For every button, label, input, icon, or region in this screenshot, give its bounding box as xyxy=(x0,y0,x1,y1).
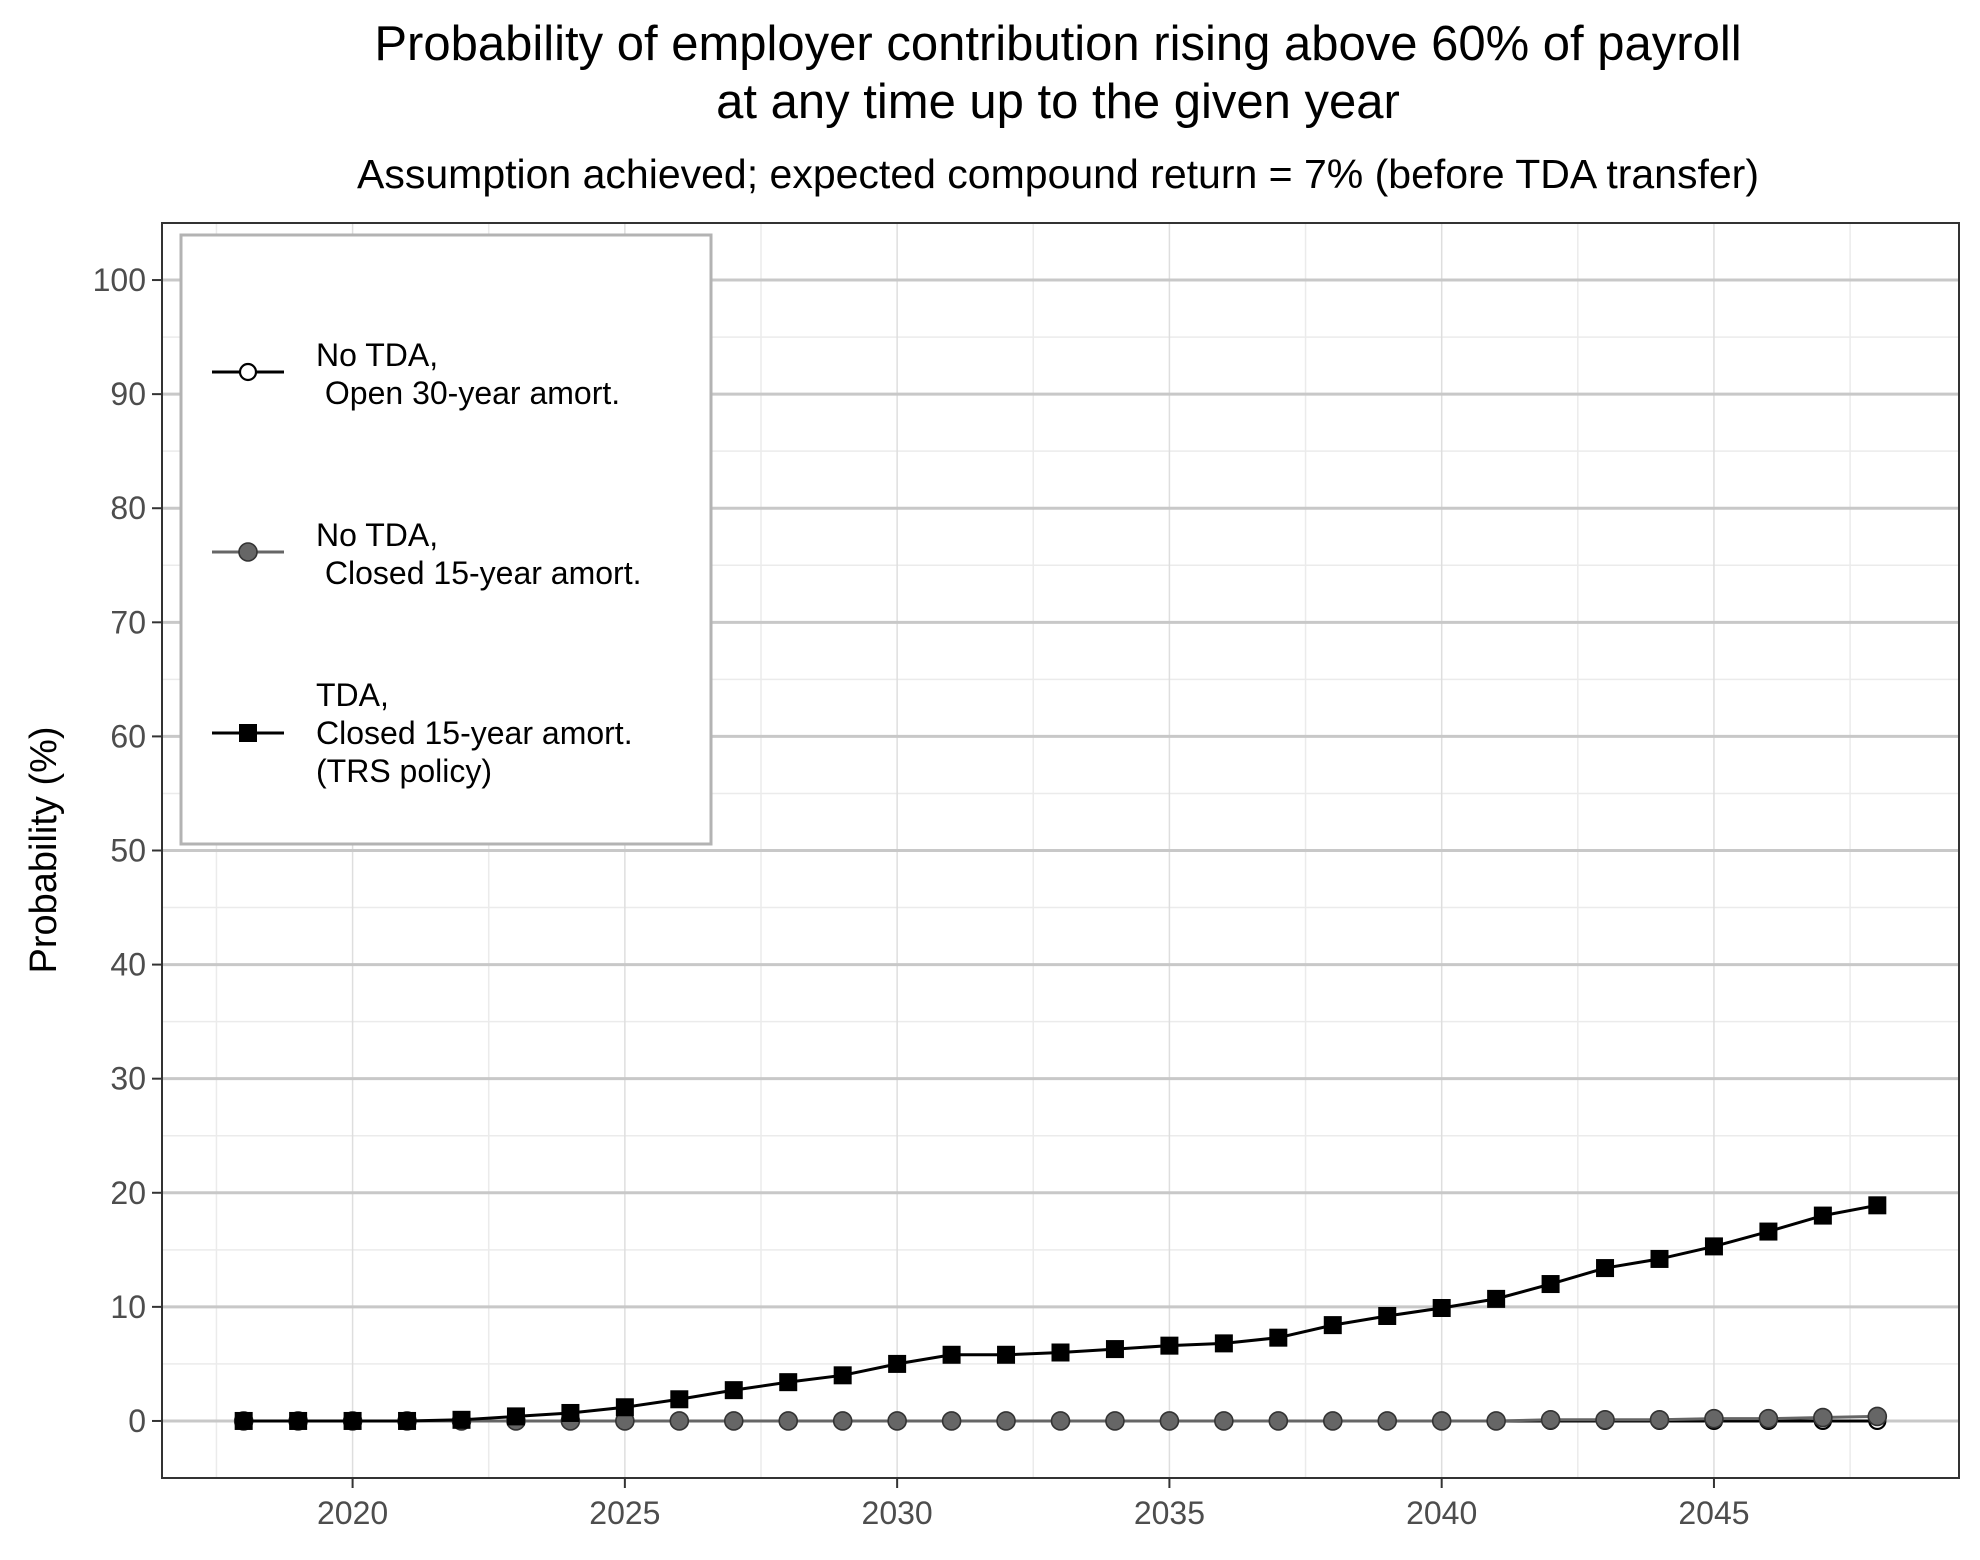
series-2-point xyxy=(997,1345,1016,1364)
series-2-point xyxy=(1432,1299,1451,1318)
y-tick-label: 30 xyxy=(110,1061,146,1097)
chart-subtitle: Assumption achieved; expected compound r… xyxy=(357,151,1759,197)
series-2-point xyxy=(1813,1206,1832,1225)
series-2-point xyxy=(1650,1249,1669,1268)
series-2-point xyxy=(506,1407,525,1426)
series-1-point xyxy=(669,1411,690,1431)
series-2-point xyxy=(1704,1237,1723,1256)
series-2-point xyxy=(234,1411,253,1430)
series-1-point xyxy=(1540,1410,1561,1430)
x-tick-label: 2030 xyxy=(862,1495,933,1531)
series-2-point xyxy=(1214,1334,1233,1353)
legend-label-no-tda-closed-15-line-2: Closed 15-year amort. xyxy=(316,555,641,591)
y-axis-label: Probability (%) xyxy=(23,726,65,973)
series-2-point xyxy=(833,1366,852,1385)
series-1-point xyxy=(1050,1411,1071,1431)
legend-key-marker-2 xyxy=(239,724,257,742)
series-2-point xyxy=(452,1410,471,1429)
chart-title-line-1: Probability of employer contribution ris… xyxy=(374,17,1741,71)
series-2-point xyxy=(888,1354,907,1373)
series-1-point xyxy=(1159,1411,1180,1431)
series-2-point xyxy=(1759,1222,1778,1241)
series-layer xyxy=(233,1196,1888,1431)
legend-key-marker-1 xyxy=(238,542,258,562)
series-2-point xyxy=(1105,1340,1124,1359)
x-tick-label: 2020 xyxy=(317,1495,388,1531)
series-1-point xyxy=(1595,1410,1615,1430)
series-2-point xyxy=(561,1403,580,1422)
series-1-point xyxy=(1377,1411,1398,1431)
series-1-point xyxy=(941,1411,962,1431)
y-tick-label: 70 xyxy=(110,604,146,640)
y-tick-label: 0 xyxy=(128,1403,146,1439)
series-1-point xyxy=(1105,1411,1125,1431)
series-1-point xyxy=(1758,1408,1779,1429)
series-2-point xyxy=(1378,1306,1397,1325)
series-1-point xyxy=(1268,1411,1289,1431)
series-2-point xyxy=(1487,1289,1506,1308)
y-tick-label: 50 xyxy=(110,833,146,869)
series-1-point xyxy=(832,1411,853,1431)
x-tick-label: 2025 xyxy=(589,1495,660,1531)
series-2-point xyxy=(1596,1259,1615,1278)
series-2-point xyxy=(343,1411,362,1430)
series-1-point xyxy=(1214,1411,1234,1431)
legend-label-tda-line-2: Closed 15-year amort. xyxy=(316,715,633,751)
x-tick-label: 2045 xyxy=(1678,1495,1749,1531)
series-2-point xyxy=(724,1381,743,1400)
series-1-point xyxy=(1867,1406,1888,1427)
series-1-point xyxy=(1649,1410,1670,1430)
y-tick-label: 10 xyxy=(110,1289,146,1325)
series-2-point xyxy=(289,1411,308,1430)
series-1-point xyxy=(1813,1407,1833,1428)
y-tick-label: 20 xyxy=(110,1175,146,1211)
series-2-point xyxy=(1160,1336,1179,1355)
series-1-point xyxy=(1486,1411,1506,1431)
y-tick-label: 40 xyxy=(110,947,146,983)
y-tick-label: 90 xyxy=(110,376,146,412)
series-2-point xyxy=(1868,1196,1887,1215)
y-tick-label: 80 xyxy=(110,490,146,526)
series-2-point xyxy=(1051,1343,1070,1362)
series-1-point xyxy=(1431,1411,1452,1431)
series-2-point xyxy=(615,1398,634,1417)
y-tick-label: 60 xyxy=(110,718,146,754)
series-2-point xyxy=(942,1345,961,1364)
series-2-point xyxy=(670,1390,689,1409)
legend: No TDA, Open 30-year amort. No TDA, Clos… xyxy=(179,233,713,846)
x-tick-label: 2040 xyxy=(1406,1495,1477,1531)
series-2-point xyxy=(398,1411,417,1430)
series-1-point xyxy=(723,1411,744,1431)
axis-ticks: 2020 2025 2030 2035 2040 20450102030405060708… xyxy=(93,262,1750,1531)
legend-key-marker-0 xyxy=(238,362,258,382)
legend-label-no-tda-open-30-line-2: Open 30-year amort. xyxy=(316,375,620,411)
legend-label-no-tda-closed-15-line-1: No TDA, xyxy=(316,517,438,553)
series-1-point xyxy=(1704,1408,1724,1429)
chart-title-line-2: at any time up to the given year xyxy=(716,75,1400,129)
legend-label-tda-line-1: TDA, xyxy=(316,677,389,713)
series-2-point xyxy=(1269,1328,1288,1347)
legend-label-no-tda-open-30-line-1: No TDA, xyxy=(316,337,438,373)
series-2-point xyxy=(779,1373,798,1392)
series-1-point xyxy=(778,1411,799,1431)
series-1-point xyxy=(887,1411,907,1431)
legend-keys xyxy=(212,362,284,742)
legend-box xyxy=(179,233,713,846)
legend-label-tda-line-3: (TRS policy) xyxy=(316,753,492,789)
y-tick-label: 100 xyxy=(93,262,146,298)
x-tick-label: 2035 xyxy=(1134,1495,1205,1531)
series-1-point xyxy=(1322,1411,1343,1431)
series-2-point xyxy=(1323,1316,1342,1335)
series-1-point xyxy=(996,1411,1016,1431)
series-2-point xyxy=(1541,1275,1560,1294)
